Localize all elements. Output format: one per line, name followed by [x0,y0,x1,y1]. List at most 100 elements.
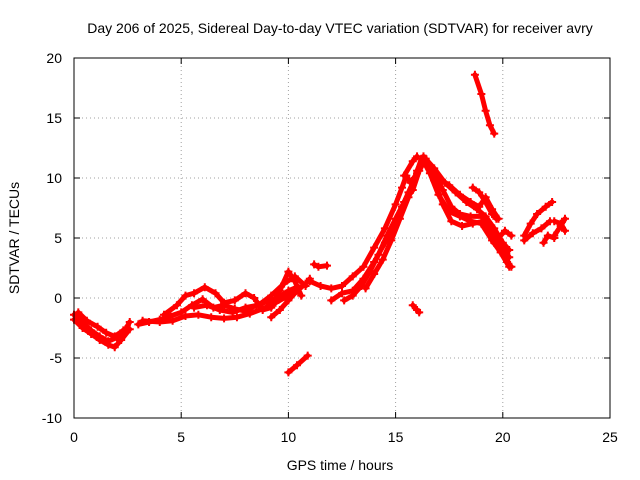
data-point [374,250,383,259]
data-point [241,289,250,298]
grid [74,58,610,418]
data-point [413,152,422,161]
y-tick-label: 15 [46,110,62,126]
data-point [87,326,96,335]
data-point [241,303,250,312]
data-point [228,308,237,317]
data-point [387,236,396,245]
data-point [438,186,447,194]
data-point [155,318,164,326]
series-track-23 [520,217,554,245]
data-point [310,260,319,269]
series-track-21 [490,226,516,247]
data-point [202,301,211,310]
data-point [528,229,537,238]
data-point [466,198,475,206]
data-point [305,277,314,286]
data-point [503,258,512,266]
series-track-20 [470,70,499,138]
x-tick-label: 5 [177,429,185,445]
data-point [245,309,254,318]
series-track-10 [310,260,331,271]
data-point [292,361,301,370]
data-point [365,267,374,276]
y-axis-label: SDTVAR / TECUs [6,182,22,294]
data-point [445,181,454,190]
data-point [481,106,490,115]
data-point [284,368,293,377]
data-point [357,282,366,290]
data-point [408,157,417,166]
data-point [500,226,509,235]
data-point [82,316,91,325]
data-point [395,214,404,223]
data-point [230,296,239,305]
data-point [258,306,267,314]
data-point [383,231,392,240]
data-point [280,279,289,288]
data-point [490,129,499,138]
data-point [322,261,331,270]
data-point [370,270,379,278]
data-point [348,272,357,281]
data-point [378,255,387,264]
x-tick-label: 10 [281,429,297,445]
data-point [172,301,181,310]
data-point [408,301,417,310]
data-point [340,296,349,305]
data-point [475,188,484,197]
data-point [301,279,310,288]
y-tick-label: 0 [54,290,62,306]
data-point [556,219,565,228]
data-point [455,190,464,199]
data-point [338,282,346,290]
series-line [363,153,433,291]
data-point [537,224,546,233]
data-point [455,210,464,218]
y-tick-label: 5 [54,230,62,246]
data-point [470,70,479,79]
data-point [250,294,259,302]
data-point [492,214,501,223]
chart-title: Day 206 of 2025, Sidereal Day-to-day VTE… [87,20,593,36]
data-point [468,219,477,228]
data-point [507,231,516,240]
data-point [220,298,229,307]
series-line [541,233,557,246]
data-point [211,289,220,298]
y-tick-label: 10 [46,170,62,186]
data-point [438,200,447,209]
data-point [215,306,224,314]
data-point [327,284,336,293]
data-point [550,217,559,226]
series-track-13 [340,154,516,305]
x-tick-label: 15 [388,429,404,445]
series-line [191,273,309,315]
data-point [138,316,147,325]
data-point [267,313,276,322]
data-point [267,291,276,300]
data-point [520,236,529,245]
data-point [404,193,413,202]
series-track-25 [550,217,569,235]
data-point [198,295,207,304]
series-track-7 [190,272,310,317]
data-point [434,174,443,182]
data-point [338,289,346,298]
data-point [74,308,83,317]
data-point [110,343,119,352]
data-point [477,90,486,98]
series-track-15 [400,152,422,180]
data-point [267,303,276,312]
data-point [507,262,516,271]
data-point [533,210,542,218]
y-tick-label: -10 [42,410,62,426]
data-point [207,313,216,322]
series-line [307,158,512,291]
data-point [275,306,284,314]
data-point [391,200,400,209]
data-point [190,289,199,298]
data-point [361,284,370,293]
data-point [490,224,499,233]
data-point [380,224,389,233]
